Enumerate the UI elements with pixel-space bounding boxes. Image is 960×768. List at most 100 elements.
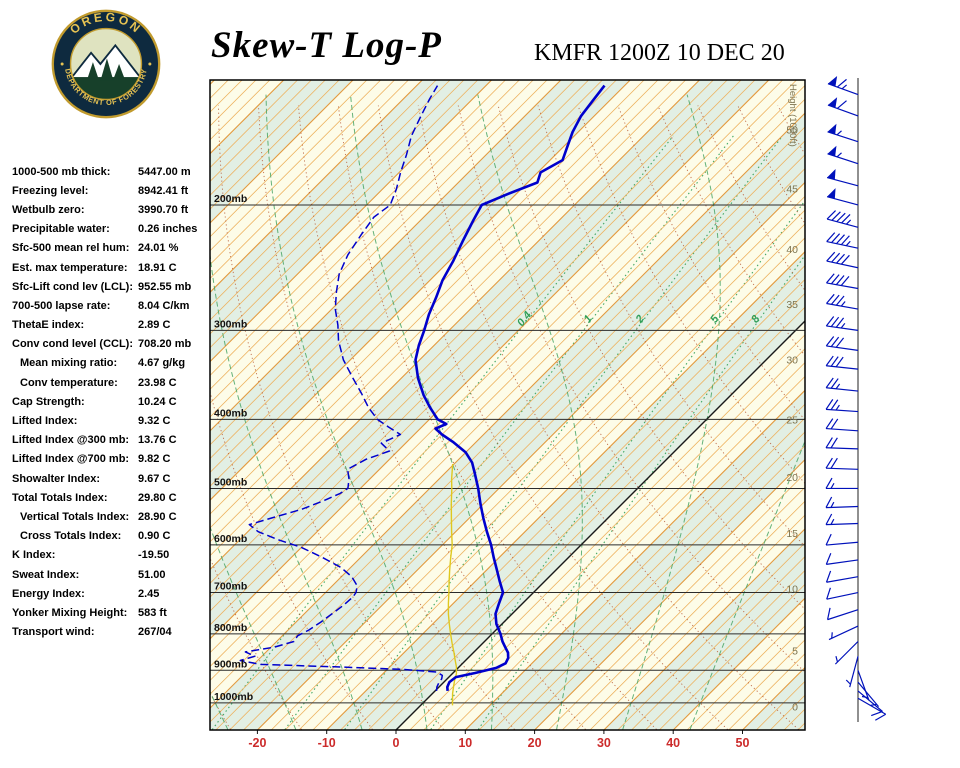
stat-value: 2.89 C xyxy=(138,319,171,332)
plot-border xyxy=(209,79,806,731)
station-datetime: KMFR 1200Z 10 DEC 20 xyxy=(534,40,785,66)
stat-label: Cross Totals Index: xyxy=(20,530,122,543)
stat-row: Cross Totals Index: 0.90 C xyxy=(12,527,212,546)
stat-row: Sfc-Lift cond lev (LCL): 952.55 mb xyxy=(12,277,212,296)
svg-text:900mb: 900mb xyxy=(214,658,247,670)
wind-barb xyxy=(825,496,859,509)
svg-text:300mb: 300mb xyxy=(214,318,247,330)
wind-barb xyxy=(827,145,859,165)
stat-value: 4.67 g/kg xyxy=(138,357,186,370)
svg-text:50: 50 xyxy=(736,736,750,750)
stat-row: Conv cond level (CCL): 708.20 mb xyxy=(12,335,212,354)
wind-barb xyxy=(826,587,859,600)
wind-barb xyxy=(827,123,859,143)
logo-ground xyxy=(70,77,142,100)
stat-value: 51.00 xyxy=(138,568,166,581)
stat-label: Lifted Index @700 mb: xyxy=(12,453,130,466)
wind-barb xyxy=(826,251,859,269)
wind-barb xyxy=(825,355,859,370)
svg-text:0: 0 xyxy=(393,736,400,750)
height-axis-title: Height (1000ft) xyxy=(787,84,798,147)
stat-label: 700-500 lapse rate: xyxy=(12,299,111,312)
stat-row: 1000-500 mb thick: 5447.00 m xyxy=(12,162,212,181)
svg-text:0: 0 xyxy=(792,701,798,713)
stat-value: 267/04 xyxy=(138,626,172,639)
wind-barbs xyxy=(825,75,887,721)
logo-inner-ring xyxy=(69,27,143,101)
svg-text:50: 50 xyxy=(786,125,798,137)
wind-barb xyxy=(825,437,859,450)
stat-value: 9.82 C xyxy=(138,453,171,466)
stat-label: Mean mixing ratio: xyxy=(20,357,118,370)
stat-label: Transport wind: xyxy=(12,626,95,639)
stat-value: 29.80 C xyxy=(138,491,177,504)
wind-barb xyxy=(825,377,859,392)
stat-value: 2.45 xyxy=(138,587,160,600)
stat-value: 0.26 inches xyxy=(138,223,198,236)
svg-text:20: 20 xyxy=(528,736,542,750)
stat-value: 5447.00 m xyxy=(138,165,191,178)
stat-value: 708.20 mb xyxy=(138,338,192,351)
dewpoint-curve xyxy=(239,85,444,691)
stat-row: Total Totals Index: 29.80 C xyxy=(12,488,212,507)
svg-text:40: 40 xyxy=(786,244,798,256)
wind-barb xyxy=(857,697,887,721)
logo-dot-left xyxy=(60,62,64,66)
stat-row: Lifted Index @300 mb: 13.76 C xyxy=(12,431,212,450)
stat-label: Sweat Index: xyxy=(12,568,80,581)
moist-adiabats xyxy=(210,94,805,730)
stat-value: 3990.70 ft xyxy=(138,203,189,216)
stat-row: Mean mixing ratio: 4.67 g/kg xyxy=(12,354,212,373)
svg-text:30: 30 xyxy=(597,736,611,750)
svg-text:35: 35 xyxy=(786,299,798,311)
wind-barb xyxy=(825,316,859,331)
svg-text:30: 30 xyxy=(786,354,798,366)
stat-label: Sfc-Lift cond lev (LCL): xyxy=(12,280,133,293)
stat-value: 28.90 C xyxy=(138,510,177,523)
wind-barb xyxy=(825,570,859,583)
wind-barb xyxy=(827,75,859,96)
stat-value: 9.32 C xyxy=(138,415,171,428)
wind-barb xyxy=(826,169,859,187)
svg-text:15: 15 xyxy=(786,528,798,540)
dry-adiabats xyxy=(210,105,805,730)
svg-text:40: 40 xyxy=(666,736,680,750)
stat-row: Wetbulb zero: 3990.70 ft xyxy=(12,200,212,219)
stat-label: Freezing level: xyxy=(12,184,89,197)
height-labels: 0 5 10 15 20 25 30 35 40 45 50 xyxy=(786,125,798,714)
svg-text:400mb: 400mb xyxy=(214,407,247,419)
stat-value: 0.90 C xyxy=(138,530,171,543)
stat-label: Sfc-500 mean rel hum: xyxy=(12,242,130,255)
svg-text:600mb: 600mb xyxy=(214,533,247,545)
svg-text:1000mb: 1000mb xyxy=(214,691,253,703)
stat-row: Vertical Totals Index: 28.90 C xyxy=(12,507,212,526)
stat-row: Precipitable water: 0.26 inches xyxy=(12,220,212,239)
stat-value: 24.01 % xyxy=(138,242,179,255)
svg-text:20: 20 xyxy=(786,472,798,484)
logo-tree-1 xyxy=(87,62,99,79)
svg-text:5: 5 xyxy=(792,645,798,657)
stat-row: Sweat Index: 51.00 xyxy=(12,565,212,584)
stat-label: Est. max temperature: xyxy=(12,261,128,274)
stat-label: Wetbulb zero: xyxy=(12,203,85,216)
stat-label: Yonker Mixing Height: xyxy=(12,606,128,619)
wind-barb xyxy=(827,97,859,117)
stat-value: 13.76 C xyxy=(138,434,177,447)
stat-value: 10.24 C xyxy=(138,395,177,408)
wind-barb xyxy=(826,607,859,621)
svg-text:-20: -20 xyxy=(248,736,266,750)
stat-row: K Index: -19.50 xyxy=(12,546,212,565)
stat-value: 952.55 mb xyxy=(138,280,192,293)
logo-art xyxy=(70,43,142,100)
stat-row: Lifted Index @700 mb: 9.82 C xyxy=(12,450,212,469)
page-title: Skew-T Log-P xyxy=(211,25,442,66)
stat-row: Est. max temperature: 18.91 C xyxy=(12,258,212,277)
odf-logo: OREGON DEPARTMENT OF FORESTRY xyxy=(51,9,161,119)
stat-label: Energy Index: xyxy=(12,587,85,600)
stat-label: 1000-500 mb thick: xyxy=(12,165,111,178)
wind-barb xyxy=(826,232,859,249)
wind-barb xyxy=(825,477,858,490)
stat-label: Conv temperature: xyxy=(20,376,118,389)
wind-barb xyxy=(826,273,859,290)
